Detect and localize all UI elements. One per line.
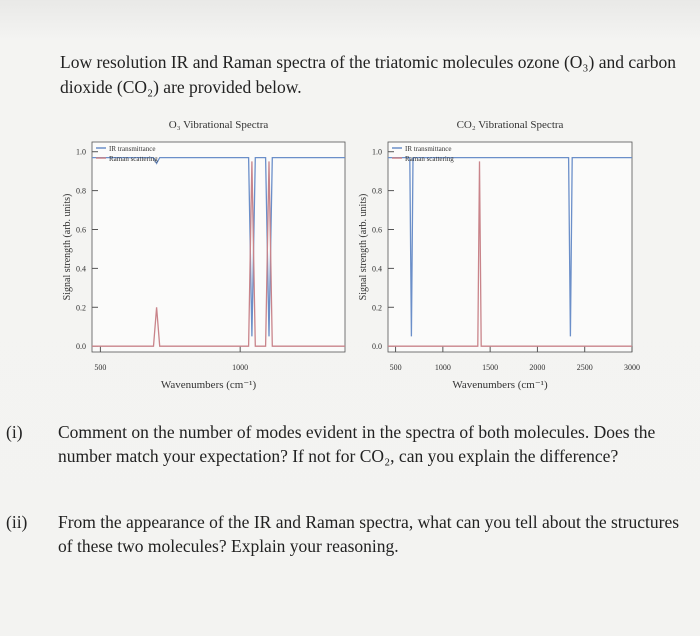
y-tick-label: 0.2: [76, 303, 86, 312]
y-tick-label: 0.0: [76, 342, 86, 351]
y-tick-label: 1.0: [372, 148, 382, 157]
x-tick-label: 1000: [435, 363, 451, 372]
question-text: From the appearance of the IR and Raman …: [58, 512, 680, 556]
question-text: Comment on the number of modes evident i…: [58, 422, 656, 466]
intro: Low resolution IR and Raman spectra of t…: [60, 52, 676, 97]
x-tick-label: 1000: [232, 363, 248, 372]
legend-label: Raman scattering: [405, 155, 454, 163]
chart-title: O₃ Vibrational Spectra: [169, 119, 269, 131]
legend-label: Raman scattering: [109, 155, 158, 163]
y-tick-label: 0.2: [372, 303, 382, 312]
plot-frame: [91, 141, 346, 353]
y-tick-label: 0.4: [372, 264, 382, 273]
x-tick-label: 2500: [577, 363, 593, 372]
x-tick-label: 500: [390, 363, 402, 372]
y-tick-label: 0.6: [76, 226, 86, 235]
y-axis-label: Signal strength (arb. units): [62, 194, 73, 301]
x-tick-label: 500: [94, 363, 106, 372]
charts: O₃ Vibrational Spectra Wavenumbers (cm⁻¹)…: [62, 119, 640, 391]
spectrum-line: [92, 156, 345, 337]
plot-frame: [387, 141, 633, 353]
x-tick-label: 2000: [529, 363, 545, 372]
chart-title: CO₂ Vibrational Spectra: [457, 119, 564, 131]
question-label: (ii): [6, 512, 28, 532]
x-tick-label: 3000: [624, 363, 640, 372]
spectrum-line: [388, 156, 632, 337]
question-label: (i): [6, 422, 23, 442]
x-axis-label: Wavenumbers (cm⁻¹): [161, 379, 257, 391]
spectrum-line: [388, 161, 632, 347]
legend-label: IR transmittance: [405, 145, 451, 153]
x-tick-label: 1500: [482, 363, 498, 372]
y-axis-label: Signal strength (arb. units): [358, 194, 369, 301]
y-tick-label: 0.0: [372, 342, 382, 351]
y-tick-label: 0.6: [372, 226, 382, 235]
y-tick-label: 1.0: [76, 148, 86, 157]
y-tick-label: 0.8: [76, 187, 86, 196]
legend-label: IR transmittance: [109, 145, 155, 153]
spectrum-line: [92, 161, 345, 347]
y-tick-label: 0.4: [76, 264, 86, 273]
y-tick-label: 0.8: [372, 187, 382, 196]
x-axis-label: Wavenumbers (cm⁻¹): [452, 379, 548, 391]
